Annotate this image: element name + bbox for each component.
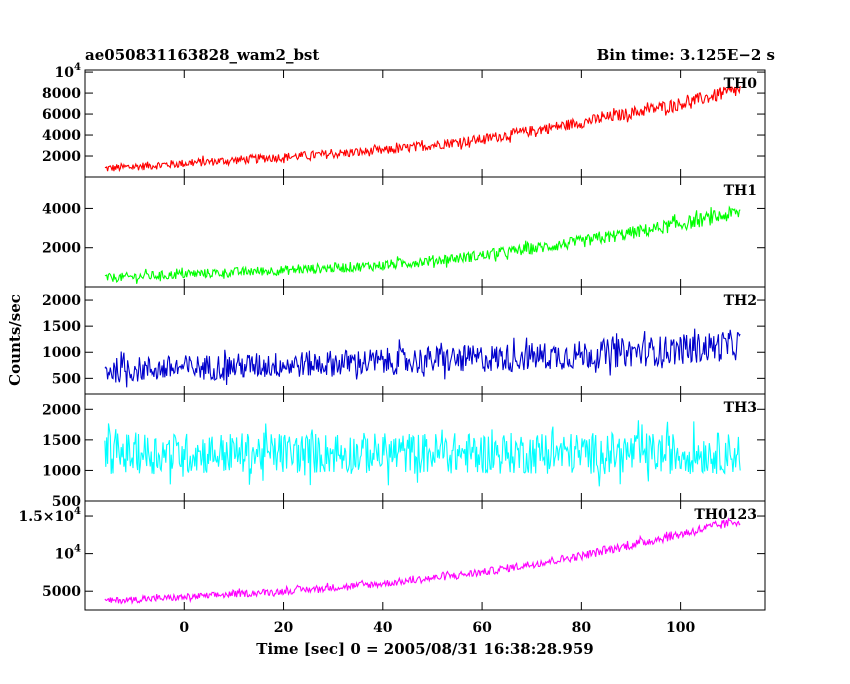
panel-th0: 2000 4000 6000 8000 104 TH0	[42, 62, 766, 178]
panel-label-th0: TH0	[724, 76, 758, 92]
x-axis-title: Time [sec] 0 = 2005/08/31 16:38:28.959	[256, 640, 593, 658]
panel-th0123: 5000 104 1.5×104 TH0123	[18, 500, 766, 611]
panel-label-th0123: TH0123	[694, 507, 757, 523]
x-tick-label: 60	[472, 620, 492, 636]
y-tick-label: 1000	[42, 463, 81, 479]
series-line-th0	[104, 84, 741, 173]
panel-th3: 500 1000 1500 2000 TH3	[42, 393, 766, 510]
observation-id: ae050831163828_wam2_bst	[85, 46, 319, 64]
panel-frame	[84, 500, 766, 611]
y-tick-label: 2000	[42, 293, 81, 309]
panel-label-th3: TH3	[724, 400, 757, 416]
y-tick-label: 5000	[42, 584, 81, 600]
y-tick-label: 1000	[42, 345, 81, 361]
panel-th2: 500 1000 1500 2000 TH2	[42, 286, 766, 395]
y-tick-label: 2000	[42, 149, 81, 165]
x-tick-label: 80	[572, 620, 592, 636]
y-tick-label: 2000	[42, 241, 81, 257]
x-tick-label: 20	[274, 620, 294, 636]
y-tick-label: 104	[55, 544, 81, 563]
bin-time-label: Bin time: 3.125E−2 s	[597, 46, 775, 64]
x-axis: 0 20 40 60 80 100	[179, 620, 695, 636]
x-tick-label: 40	[373, 620, 393, 636]
panel-label-th2: TH2	[724, 293, 757, 309]
y-tick-label: 4000	[42, 201, 81, 217]
y-tick-label: 8000	[42, 86, 81, 102]
y-tick-label: 500	[52, 494, 81, 510]
y-tick-label: 500	[52, 371, 81, 387]
series-line-th3	[104, 420, 741, 487]
panels: 2000 4000 6000 8000 104 TH0 2000 4000 TH1 500 1000…	[18, 62, 766, 611]
series-line-th2	[104, 328, 741, 388]
series-line-th0123	[104, 517, 741, 605]
y-tick-label: 6000	[42, 107, 81, 123]
x-tick-label: 0	[179, 620, 189, 636]
panel-label-th1: TH1	[724, 183, 757, 199]
panel-th1: 2000 4000 TH1	[42, 176, 766, 288]
panel-frame	[84, 69, 766, 178]
y-tick-label: 1500	[42, 433, 81, 449]
y-tick-label: 2000	[42, 402, 81, 418]
y-tick-label: 4000	[42, 128, 81, 144]
x-tick-label: 100	[666, 620, 695, 636]
series-line-th1	[104, 205, 741, 284]
y-axis-title: Counts/sec	[6, 294, 24, 386]
y-tick-label: 104	[55, 62, 81, 81]
y-tick-label: 1500	[42, 319, 81, 335]
y-tick-label: 1.5×104	[18, 506, 81, 525]
panel-frame	[84, 286, 766, 395]
